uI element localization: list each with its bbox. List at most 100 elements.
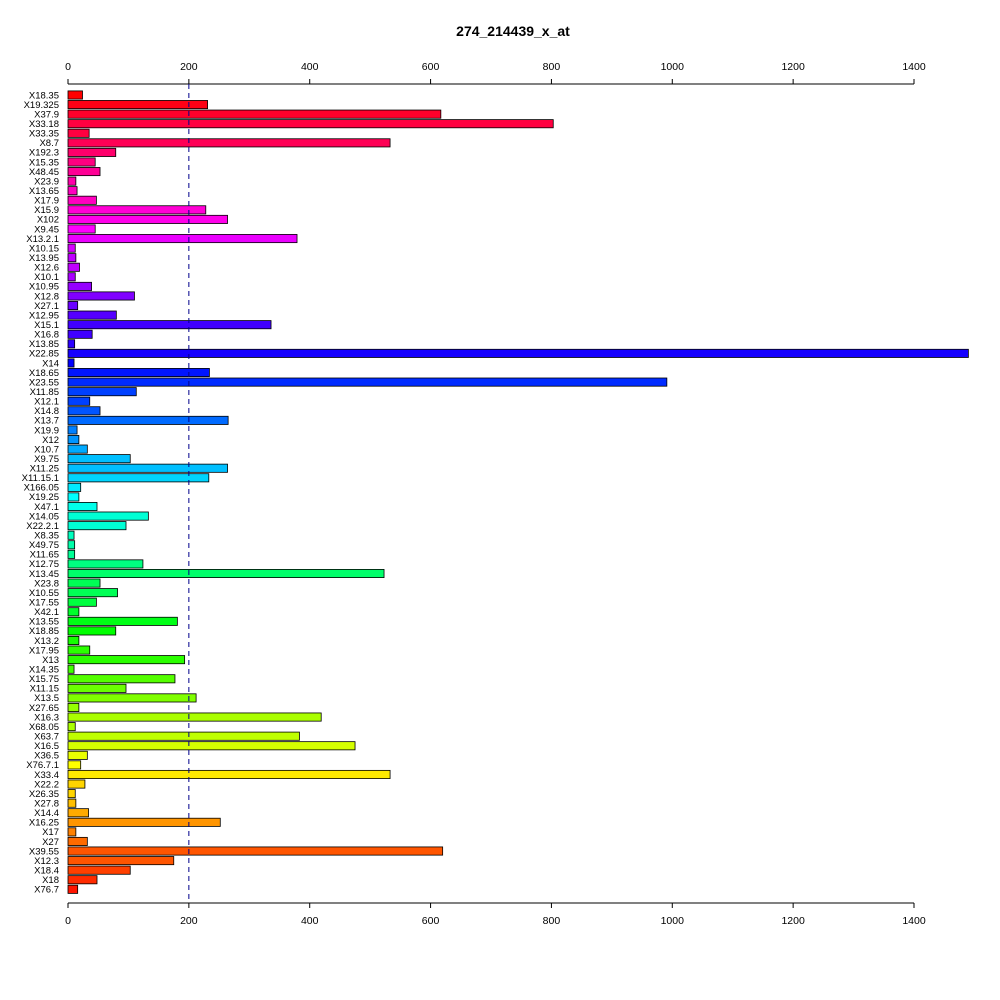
- bar-X26.35: [67, 789, 76, 799]
- category-label: X22.2: [34, 779, 59, 790]
- category-label: X11.15.1: [22, 473, 59, 484]
- bar-X166.05: [67, 482, 82, 492]
- category-label: X11.85: [30, 387, 59, 398]
- tick-label: 200: [180, 61, 198, 73]
- bar-X22.2.1: [67, 521, 127, 531]
- bar-X47.1: [67, 502, 98, 512]
- bar-X10.55: [67, 588, 118, 598]
- category-label: X18.4: [34, 865, 59, 876]
- bar-X33.4: [67, 769, 391, 779]
- bar-X8.7: [67, 138, 391, 148]
- bar-X12.95: [67, 310, 117, 320]
- tick-label: 0: [65, 915, 71, 927]
- bar-X10.95: [67, 281, 92, 291]
- bar-X14.05: [67, 511, 149, 521]
- category-label: X27.65: [29, 703, 59, 714]
- category-label: X13.45: [29, 569, 59, 580]
- category-label: X9.75: [34, 454, 59, 465]
- category-label: X18.65: [29, 368, 59, 379]
- category-label: X166.05: [24, 483, 59, 494]
- category-label: X12.95: [29, 310, 59, 321]
- tick-label: 600: [422, 61, 440, 73]
- category-label: X19.25: [29, 492, 59, 503]
- bar-X19.9: [67, 425, 78, 435]
- category-label: X16.8: [34, 330, 59, 341]
- category-label: X13.2.1: [26, 234, 59, 245]
- category-label: X13.5: [34, 693, 59, 704]
- category-label: X102: [37, 215, 59, 226]
- bar-X17: [67, 827, 77, 837]
- bar-X13.85: [67, 339, 76, 349]
- bar-X17.95: [67, 645, 91, 655]
- bars-group: [67, 90, 969, 894]
- category-label: X17.55: [29, 598, 59, 609]
- top-x-axis: 0 200 400 600 800 1000 1200 1400: [65, 61, 926, 85]
- category-label: X33.18: [29, 119, 59, 130]
- category-label: X11.65: [30, 550, 59, 561]
- category-label: X18.85: [29, 626, 59, 637]
- category-label: X12.1: [34, 397, 59, 408]
- category-label: X16.25: [29, 818, 59, 829]
- bar-X49.75: [67, 540, 76, 550]
- bar-X8.35: [67, 530, 75, 540]
- category-label: X19.9: [34, 425, 59, 436]
- tick-label: 1200: [781, 61, 805, 73]
- category-label: X22.85: [29, 349, 59, 360]
- bar-X12.3: [67, 856, 175, 866]
- tick-label: 1400: [902, 61, 926, 73]
- bar-X13.7: [67, 415, 229, 425]
- bar-X68.05: [67, 722, 76, 732]
- bar-X37.9: [67, 109, 442, 119]
- category-label: X10.15: [29, 243, 59, 254]
- bar-X11.65: [67, 549, 76, 559]
- bar-X17.9: [67, 195, 97, 205]
- bar-X14: [67, 358, 75, 368]
- bar-X48.45: [67, 167, 101, 177]
- category-label: X192.3: [29, 148, 59, 159]
- category-label: X13.65: [29, 186, 59, 197]
- category-label: X18.35: [29, 90, 59, 101]
- bar-X16.8: [67, 329, 93, 339]
- bar-X10.1: [67, 272, 76, 282]
- category-label: X12.6: [34, 263, 59, 274]
- bar-X39.55: [67, 846, 444, 856]
- bar-X36.5: [67, 750, 88, 760]
- category-label: X39.55: [29, 846, 59, 857]
- category-label: X19.325: [24, 100, 59, 111]
- bar-X16.25: [67, 817, 221, 827]
- category-label: X16.3: [34, 712, 59, 723]
- bar-X102: [67, 214, 228, 224]
- category-label: X12: [42, 435, 59, 446]
- bar-X27.65: [67, 702, 80, 712]
- bar-X27.8: [67, 798, 77, 808]
- bar-X76.7.1: [67, 760, 82, 770]
- chart-title: 274_214439_x_at: [456, 23, 570, 39]
- bar-X19.25: [67, 492, 80, 502]
- category-label: X8.35: [34, 531, 59, 542]
- category-label: X11.25: [30, 464, 59, 475]
- category-label: X11.15: [30, 684, 59, 695]
- category-label: X18: [42, 875, 59, 886]
- category-label: X15.75: [29, 674, 59, 685]
- bar-X13.5: [67, 693, 197, 703]
- bar-X19.325: [67, 100, 208, 110]
- category-label: X17.95: [29, 645, 59, 656]
- category-label: X10.7: [34, 444, 59, 455]
- bar-X12: [67, 435, 80, 445]
- category-label: X14: [42, 358, 59, 369]
- bar-X15.35: [67, 157, 96, 167]
- bar-X14.8: [67, 406, 101, 416]
- bar-X33.35: [67, 128, 90, 138]
- category-label: X26.35: [29, 789, 59, 800]
- bar-X9.75: [67, 454, 131, 464]
- category-label: X23.55: [29, 377, 59, 388]
- bar-X18: [67, 875, 98, 885]
- bar-X12.6: [67, 262, 80, 272]
- category-label: X22.2.1: [26, 521, 59, 532]
- category-label: X49.75: [29, 540, 59, 551]
- category-label: X33.35: [29, 129, 59, 140]
- bar-X42.1: [67, 607, 80, 617]
- tick-label: 1000: [661, 61, 685, 73]
- bar-X15.1: [67, 320, 272, 330]
- bar-X18.4: [67, 865, 131, 875]
